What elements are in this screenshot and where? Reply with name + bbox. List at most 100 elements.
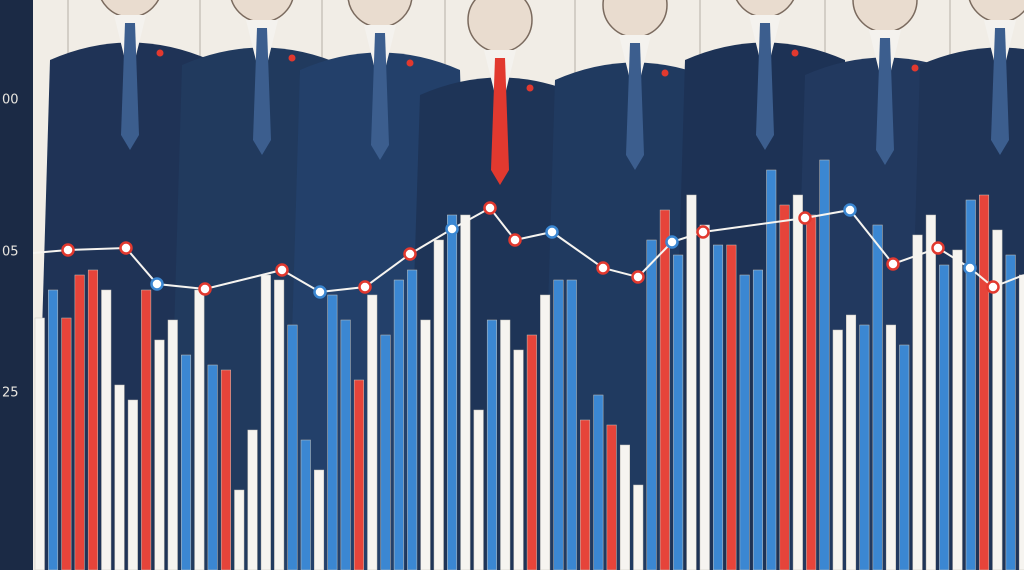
bar bbox=[752, 269, 763, 570]
bar bbox=[806, 214, 817, 570]
marker bbox=[665, 235, 679, 249]
marker bbox=[798, 211, 812, 225]
bar bbox=[965, 199, 976, 570]
bar bbox=[393, 279, 404, 570]
bar bbox=[74, 274, 85, 570]
bar bbox=[673, 254, 684, 570]
bar bbox=[473, 409, 484, 570]
bar bbox=[260, 274, 271, 570]
marker bbox=[963, 261, 977, 275]
tie bbox=[756, 23, 774, 150]
bar bbox=[1005, 254, 1016, 570]
bar bbox=[1018, 274, 1024, 570]
bar bbox=[101, 289, 112, 570]
left-panel bbox=[0, 0, 33, 570]
bar bbox=[181, 354, 192, 570]
marker bbox=[403, 247, 417, 261]
axis-label: 25 bbox=[2, 386, 19, 401]
bar bbox=[234, 489, 245, 570]
marker bbox=[931, 241, 945, 255]
marker bbox=[508, 233, 522, 247]
bar bbox=[300, 439, 311, 570]
tie bbox=[876, 38, 894, 165]
bar bbox=[713, 244, 724, 570]
bar bbox=[646, 239, 657, 570]
bar bbox=[526, 334, 537, 570]
bar bbox=[433, 239, 444, 570]
bar bbox=[420, 319, 431, 570]
marker bbox=[198, 282, 212, 296]
bar bbox=[686, 194, 697, 570]
bar bbox=[380, 334, 391, 570]
tie bbox=[491, 58, 509, 185]
bar bbox=[553, 279, 564, 570]
bar bbox=[141, 289, 152, 570]
bar bbox=[593, 394, 604, 570]
bar bbox=[194, 289, 205, 570]
marker bbox=[483, 201, 497, 215]
marker bbox=[886, 257, 900, 271]
pin bbox=[526, 84, 534, 92]
marker bbox=[119, 241, 133, 255]
tie bbox=[991, 28, 1009, 155]
bar bbox=[114, 384, 125, 570]
marker bbox=[275, 263, 289, 277]
marker bbox=[445, 222, 459, 236]
bar bbox=[167, 319, 178, 570]
bar bbox=[606, 424, 617, 570]
bar bbox=[952, 249, 963, 570]
tie bbox=[253, 28, 271, 155]
bar bbox=[247, 429, 258, 570]
tie bbox=[371, 33, 389, 160]
axis-label: 00 bbox=[2, 93, 19, 108]
bar bbox=[885, 324, 896, 570]
marker bbox=[696, 225, 710, 239]
bar bbox=[87, 269, 98, 570]
bar bbox=[460, 214, 471, 570]
bar bbox=[779, 204, 790, 570]
tie bbox=[626, 43, 644, 170]
bar bbox=[274, 279, 285, 570]
bar bbox=[726, 244, 737, 570]
marker bbox=[61, 243, 75, 257]
pin bbox=[911, 64, 919, 72]
bar bbox=[659, 209, 670, 570]
bar bbox=[486, 319, 497, 570]
bar bbox=[859, 324, 870, 570]
pin bbox=[791, 49, 799, 57]
bar bbox=[34, 317, 45, 570]
bar bbox=[699, 224, 710, 570]
bar bbox=[580, 419, 591, 570]
bar bbox=[979, 194, 990, 570]
bar bbox=[513, 349, 524, 570]
bar bbox=[619, 444, 630, 570]
bar bbox=[819, 159, 830, 570]
bar bbox=[846, 314, 857, 570]
bar bbox=[540, 294, 551, 570]
marker bbox=[150, 277, 164, 291]
pin bbox=[156, 49, 164, 57]
bar bbox=[127, 399, 138, 570]
trend-line bbox=[32, 201, 1024, 299]
bar bbox=[766, 169, 777, 570]
bar bbox=[832, 329, 843, 570]
bar bbox=[899, 344, 910, 570]
pin bbox=[661, 69, 669, 77]
bar bbox=[154, 339, 165, 570]
marker bbox=[986, 280, 1000, 294]
bar bbox=[48, 289, 59, 570]
bar bbox=[407, 269, 418, 570]
bar bbox=[327, 294, 338, 570]
bar bbox=[207, 364, 218, 570]
bar bbox=[633, 484, 644, 570]
marker bbox=[596, 261, 610, 275]
bars bbox=[34, 159, 1024, 570]
marker bbox=[358, 280, 372, 294]
bar bbox=[340, 319, 351, 570]
marker bbox=[545, 225, 559, 239]
bar bbox=[500, 319, 511, 570]
bar bbox=[992, 229, 1003, 570]
bar bbox=[566, 279, 577, 570]
bar bbox=[447, 214, 458, 570]
